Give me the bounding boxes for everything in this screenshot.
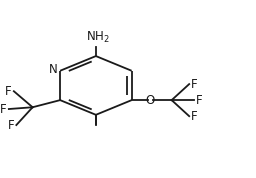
Text: F: F — [196, 94, 203, 107]
Text: O: O — [146, 94, 155, 107]
Text: F: F — [191, 78, 198, 91]
Text: N: N — [48, 63, 57, 76]
Text: F: F — [8, 119, 14, 132]
Text: F: F — [0, 103, 7, 116]
Text: F: F — [191, 110, 198, 123]
Text: F: F — [5, 85, 12, 98]
Text: NH$_2$: NH$_2$ — [87, 30, 110, 45]
